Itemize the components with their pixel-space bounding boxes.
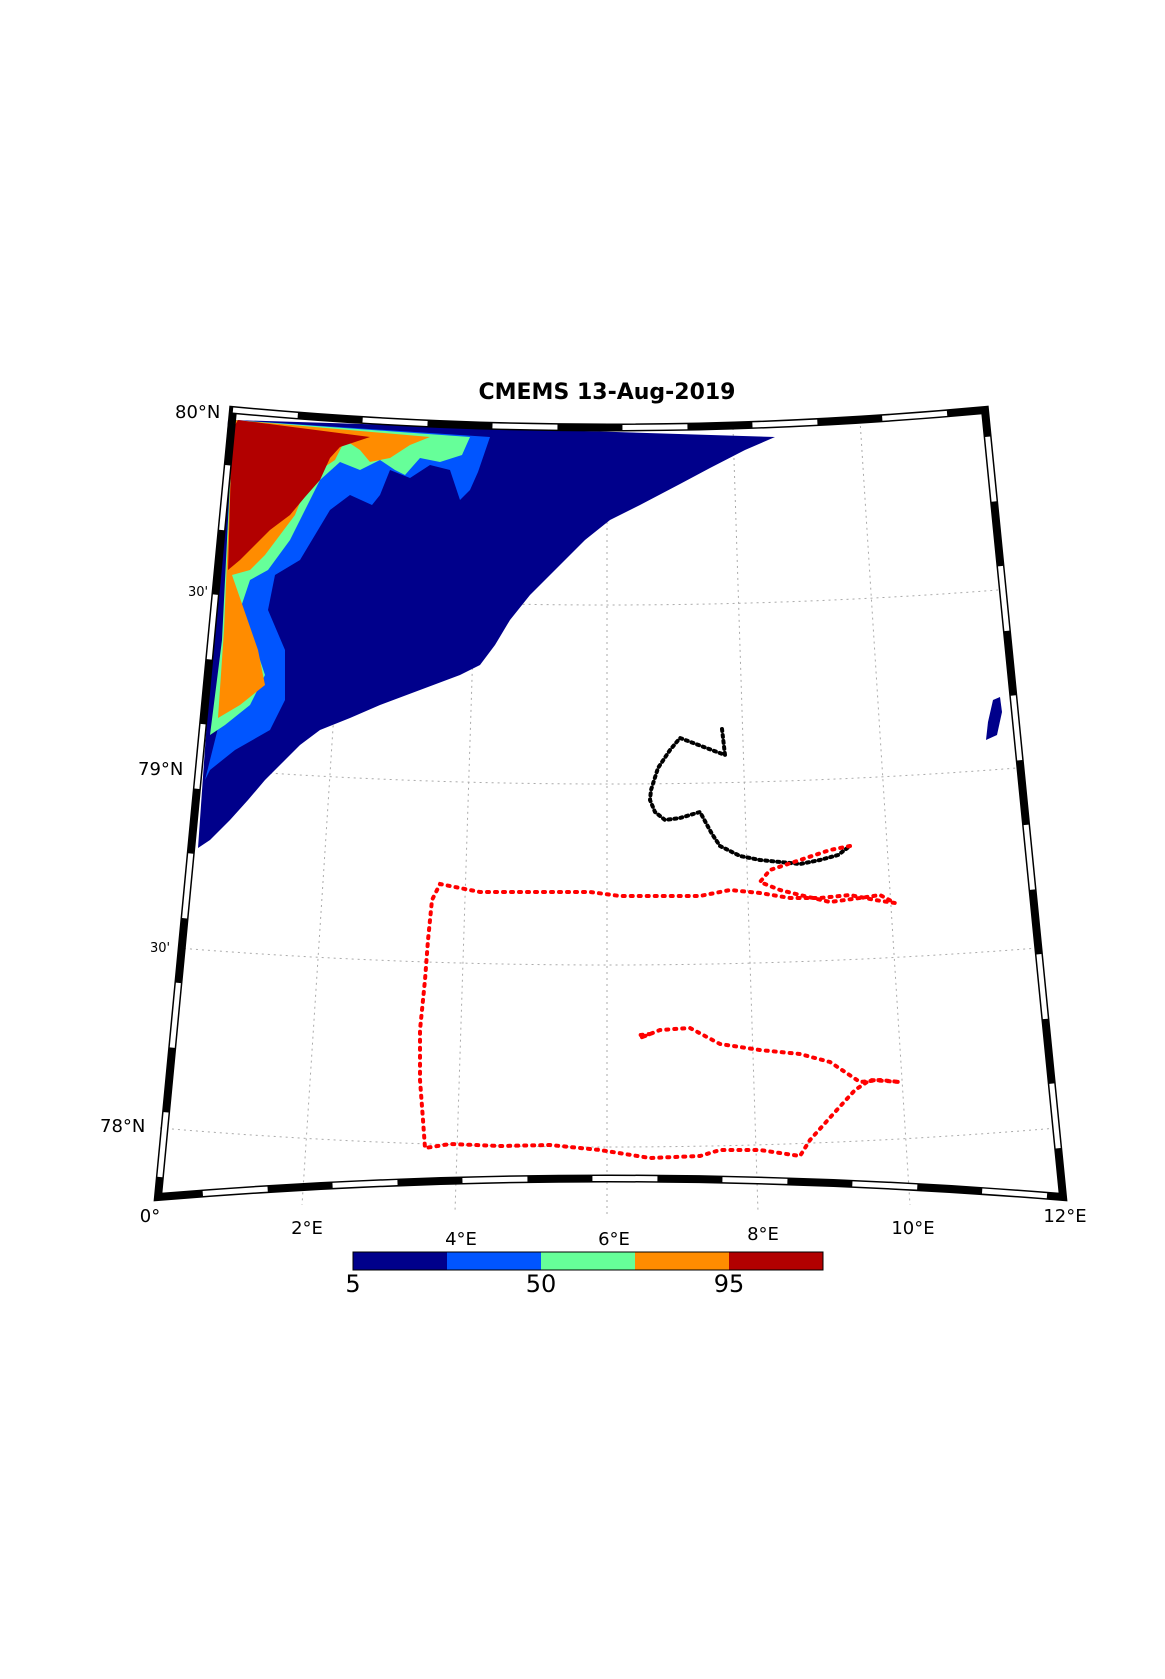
ice-region-95	[228, 420, 370, 570]
lat-label-79-30: 30'	[188, 585, 208, 600]
lon-label-12e: 12°E	[1043, 1206, 1086, 1227]
colorbar-segment-0	[353, 1252, 447, 1270]
map-frame	[153, 405, 1068, 1202]
track-red-south	[418, 844, 901, 1161]
colorbar-tick-50: 50	[526, 1270, 557, 1298]
ice-region-5	[198, 420, 775, 848]
lat-label-80n: 80°N	[175, 402, 220, 423]
sea-ice-concentration	[198, 420, 1002, 848]
colorbar-segment-2	[541, 1252, 635, 1270]
track-black	[647, 727, 852, 867]
colorbar-outline	[352, 1251, 824, 1271]
colorbar-segment-4	[729, 1252, 823, 1270]
lon-label-8e: 8°E	[747, 1224, 779, 1245]
colorbar: 5 50 95	[345, 1251, 824, 1298]
lat-label-79n: 79°N	[138, 759, 183, 780]
colorbar-segment-3	[635, 1252, 729, 1270]
lat-label-78n: 78°N	[100, 1116, 145, 1137]
lon-label-6e: 6°E	[598, 1229, 630, 1250]
colorbar-tick-5: 5	[345, 1270, 360, 1298]
lon-label-2e: 2°E	[291, 1218, 323, 1239]
colorbar-tick-95: 95	[714, 1270, 745, 1298]
map-title: CMEMS 13-Aug-2019	[478, 380, 735, 405]
lon-label-10e: 10°E	[891, 1218, 934, 1239]
ice-patch-east	[986, 697, 1002, 740]
lon-label-0: 0°	[140, 1206, 160, 1227]
colorbar-segment-1	[447, 1252, 541, 1270]
graticule	[159, 409, 1058, 1215]
lon-label-4e: 4°E	[445, 1229, 477, 1250]
lat-label-78-30: 30'	[150, 941, 170, 956]
